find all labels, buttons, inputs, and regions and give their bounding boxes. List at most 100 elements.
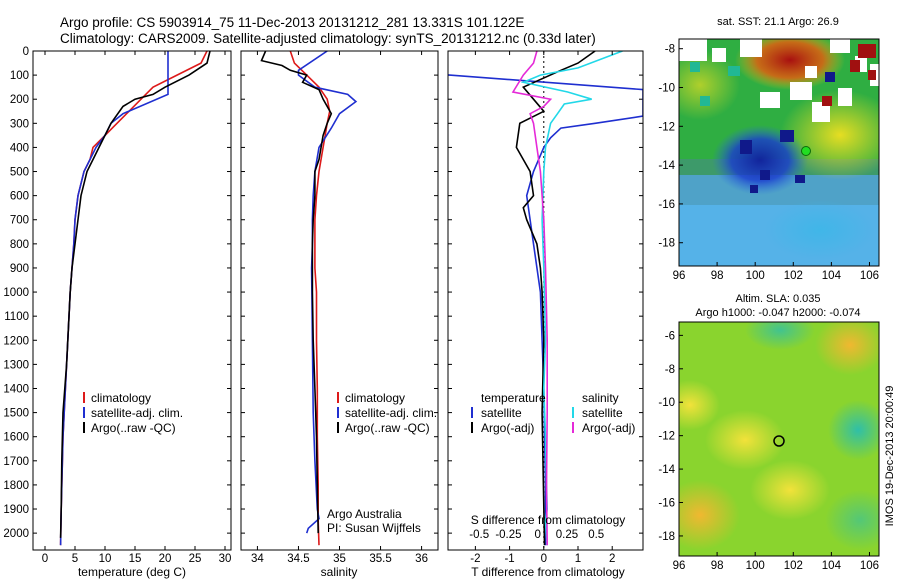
legend-label-argo: Argo(..raw -QC) [345,421,430,435]
difference-panel: -2 -1 0 1 2 -0.5 -0.25 0 0.25 0.5 S difference f… [447,50,644,579]
x-tick-label: 34.5 [287,553,309,565]
series-argo-raw-qc [59,51,211,538]
imos-timestamp: IMOS 19-Dec-2013 20:00:49 [884,386,896,527]
salinity-panel: 34 34.5 35 35.5 36 salinity climatology sate… [240,50,439,579]
depth-tick-label: 200 [10,94,29,106]
x-tick-label: -2 [470,553,480,565]
cloud-mask-block [712,48,726,62]
lat-tick-label: -16 [658,498,675,510]
cloud-mask-block [790,82,812,100]
legend-label-s-argo: Argo(-adj) [582,421,635,435]
argo-position-marker [801,146,811,156]
lon-tick-label: 96 [673,270,686,282]
temperature-series-group [59,51,211,546]
legend-label-climatology: climatology [91,391,151,405]
depth-tick-labels: 0 100 200 300 400 500 600 700 800 900 1000 1100 1200… [3,46,643,540]
lat-tick-label: -10 [658,397,675,409]
depth-tick-label: 100 [10,70,29,82]
depth-tick-label: 1200 [3,335,29,347]
lon-tick-label: 102 [784,560,803,572]
salinity-axis-label: salinity [321,565,358,579]
annotation-argo-australia: Argo Australia [327,507,402,521]
s-difference-tick-label: 0 [534,529,540,541]
s-difference-tick-label: -0.25 [495,529,521,541]
depth-tick-label: 1100 [4,311,29,323]
depth-tick-label: 1900 [3,504,29,516]
x-tick-label: 20 [159,553,172,565]
depth-tick-label: 1500 [3,408,29,420]
depth-tick-label: 2000 [3,528,29,540]
cloud-mask-block [830,39,850,53]
x-tick-label: 2 [609,553,615,565]
lat-tick-label: -12 [658,121,675,133]
sst-map-title: sat. SST: 21.1 Argo: 26.9 [717,16,839,28]
cold-pixel-block [750,185,758,193]
lat-tick-label: -14 [658,160,675,172]
sst-lon-tick-labels: 96 98 100 102 104 106 [673,262,879,282]
sst-lat-tick-labels: -8 -10 -12 -14 -16 -18 [658,44,683,250]
depth-tick-label: 300 [10,118,29,130]
teal-pixel-block [700,96,710,106]
x-tick-label: 30 [219,553,232,565]
depth-tick-label: 700 [10,215,29,227]
lon-tick-label: 104 [822,270,842,282]
legend-title-temperature: temperature [481,391,546,405]
x-tick-label: 1 [575,553,581,565]
salinity-tick-labels: 34 34.5 35 35.5 36 [251,51,428,565]
sst-map-image [679,39,879,266]
sla-lat-tick-labels: -6 -8 -10 -12 -14 -16 -18 [658,330,683,543]
depth-tick-label: 800 [10,239,29,251]
legend-label-s-satellite: satellite [582,406,623,420]
legend-label-argo: Argo(..raw -QC) [91,421,176,435]
s-difference-tick-label: 0.5 [588,529,604,541]
hot-pixel-block [858,44,876,58]
x-tick-label: 35 [333,553,346,565]
series-salinity-argo-adj [511,51,553,546]
cold-pixel-block [760,170,770,180]
temperature-axis-label: temperature (deg C) [78,565,186,579]
lon-tick-label: 98 [711,560,724,572]
x-tick-label: 25 [189,553,202,565]
t-difference-axis-label: T difference from climatology [471,565,625,579]
lon-tick-label: 104 [822,560,842,572]
depth-tick-label: 400 [10,142,29,154]
teal-pixel-block [728,66,740,76]
x-tick-label: 35.5 [369,553,391,565]
sla-map-image [679,322,879,556]
salinity-legend: climatology satellite-adj. clim. Argo(..… [337,391,437,435]
x-tick-label: 34 [251,553,264,565]
lat-tick-label: -6 [665,330,675,342]
legend-label-t-satellite: satellite [481,406,522,420]
sla-map-subtitle: Argo h1000: -0.047 h2000: -0.074 [695,307,860,319]
lat-tick-label: -14 [658,464,675,476]
s-difference-axis-label: S difference from climatology [471,513,626,527]
hot-pixel-block [822,96,832,106]
series-salinity-satellite [520,51,623,546]
difference-series-group [448,51,643,550]
x-tick-label: 5 [72,553,78,565]
sst-map-frame [678,38,880,267]
cloud-mask-block [838,88,852,106]
depth-tick-label: 1700 [3,456,29,468]
cloud-mask-block [679,39,707,61]
temperature-axes-frame [32,50,232,551]
cold-pixel-block [795,175,805,183]
header-line-2: Climatology: CARS2009. Satellite-adjuste… [60,31,596,46]
x-tick-label: -1 [504,553,514,565]
depth-tick-label: 0 [23,46,29,58]
lon-tick-label: 100 [746,270,765,282]
x-tick-label: 36 [415,553,428,565]
hot-pixel-block [868,70,876,80]
legend-label-t-argo: Argo(-adj) [481,421,534,435]
x-tick-label: 0 [42,553,48,565]
lon-tick-label: 100 [746,560,765,572]
sla-lon-tick-labels: 96 98 100 102 104 106 [673,552,879,572]
series-climatology [59,51,208,546]
lon-tick-label: 98 [711,270,724,282]
difference-axes-frame [447,50,644,551]
salinity-axes-frame [240,50,439,551]
lat-tick-label: -8 [665,364,675,376]
hot-pixel-block [850,60,860,72]
depth-tick-label: 1000 [3,287,29,299]
